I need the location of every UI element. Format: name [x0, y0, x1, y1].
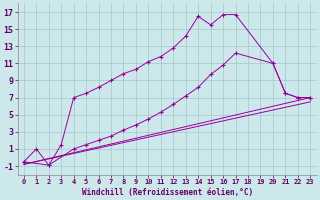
- X-axis label: Windchill (Refroidissement éolien,°C): Windchill (Refroidissement éolien,°C): [82, 188, 253, 197]
